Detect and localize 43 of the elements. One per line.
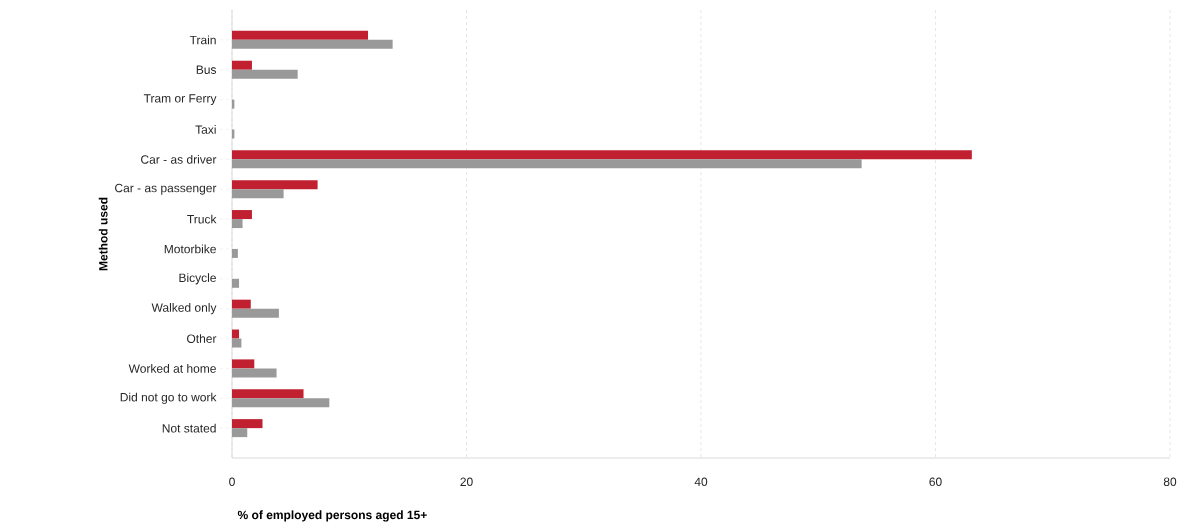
bar	[232, 308, 279, 318]
bar	[232, 338, 242, 348]
bar	[232, 60, 252, 70]
x-tick-label: 60	[929, 477, 942, 487]
bar	[232, 299, 251, 309]
y-tick-label: Motorbike	[164, 244, 216, 254]
y-tick-label: Taxi	[195, 125, 216, 134]
bar	[232, 159, 862, 169]
y-tick-label: Other	[187, 334, 217, 343]
y-tick-label: Did not go to work	[120, 392, 217, 404]
x-tick-label: 0	[229, 477, 235, 487]
y-tick-label: Truck	[187, 214, 217, 224]
bar	[232, 428, 248, 438]
x-tick-label: 20	[460, 477, 473, 487]
x-tick-label: 80	[1163, 477, 1177, 487]
x-tick-label: 40	[694, 477, 708, 487]
bar	[232, 359, 255, 369]
y-tick-label: Tram or Ferry	[143, 94, 217, 105]
bar	[232, 248, 238, 258]
bar	[232, 30, 369, 40]
bar	[232, 398, 330, 408]
bar	[232, 69, 298, 79]
x-axis-title: % of employed persons aged 15+	[237, 510, 427, 522]
y-tick-label: Bus	[196, 65, 217, 74]
bar	[232, 150, 972, 160]
y-tick-label: Not stated	[162, 423, 216, 433]
y-tick-label: Car - as driver	[141, 154, 217, 164]
bar	[232, 189, 284, 199]
y-tick-label: Walked only	[151, 303, 217, 315]
bar	[232, 210, 252, 220]
y-axis-title: Method used	[98, 197, 108, 271]
y-tick-label: Bicycle	[179, 273, 216, 285]
bar	[232, 219, 243, 229]
bar	[232, 389, 304, 399]
bar	[232, 329, 240, 339]
bar	[232, 180, 318, 190]
bar	[232, 419, 263, 429]
y-tick-label: Worked at home	[128, 363, 216, 373]
bar	[232, 39, 393, 49]
bar	[232, 368, 277, 378]
y-tick-label: Train	[189, 35, 216, 45]
bar	[232, 278, 240, 288]
y-tick-label: Car - as passenger	[115, 183, 217, 195]
